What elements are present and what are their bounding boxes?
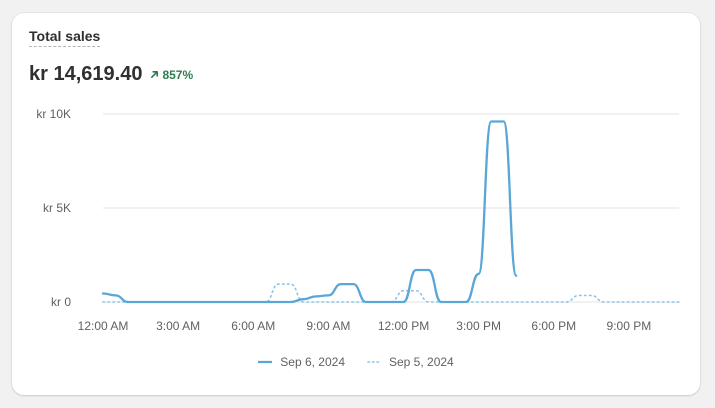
legend-label-comparison: Sep 5, 2024 xyxy=(389,355,454,369)
x-tick-label: 9:00 PM xyxy=(607,319,652,333)
x-tick-label: 9:00 AM xyxy=(306,319,350,333)
x-tick-label: 12:00 PM xyxy=(378,319,429,333)
card-title[interactable]: Total sales xyxy=(29,28,101,47)
total-sales-value: kr 14,619.40 xyxy=(29,63,143,85)
y-tick-label: kr 5K xyxy=(43,201,71,215)
y-tick-label: kr 0 xyxy=(51,295,71,309)
dotted-line-swatch xyxy=(367,361,381,363)
chart-legend: Sep 6, 2024 Sep 5, 2024 xyxy=(12,355,700,369)
arrow-up-right-icon xyxy=(151,70,159,79)
x-tick-label: 3:00 AM xyxy=(156,319,200,333)
trend-percent: 857% xyxy=(162,67,194,82)
series-line-sep-5[interactable] xyxy=(102,283,680,303)
x-tick-label: 6:00 AM xyxy=(231,319,275,333)
x-tick-label: 3:00 PM xyxy=(456,319,501,333)
legend-item-sep-6[interactable]: Sep 6, 2024 xyxy=(258,355,345,369)
sales-line-chart: kr 0 kr 5K kr 10K 12:00 AM 3:00 AM 6:00 AM 9:… xyxy=(36,107,680,333)
legend-item-sep-5[interactable]: Sep 5, 2024 xyxy=(367,355,454,369)
y-tick-label: kr 10K xyxy=(36,107,71,121)
series-line-sep-6[interactable] xyxy=(101,120,518,304)
trend-indicator: 857% xyxy=(150,68,193,82)
total-sales-card: Total sales kr 14,619.40 857% kr 0 kr 5K k… xyxy=(12,13,700,395)
total-summary: kr 14,619.40 857% xyxy=(29,63,193,86)
legend-label-primary: Sep 6, 2024 xyxy=(280,355,345,369)
x-tick-label: 6:00 PM xyxy=(531,319,576,333)
x-tick-label: 12:00 AM xyxy=(78,319,129,333)
solid-line-swatch xyxy=(258,360,273,364)
